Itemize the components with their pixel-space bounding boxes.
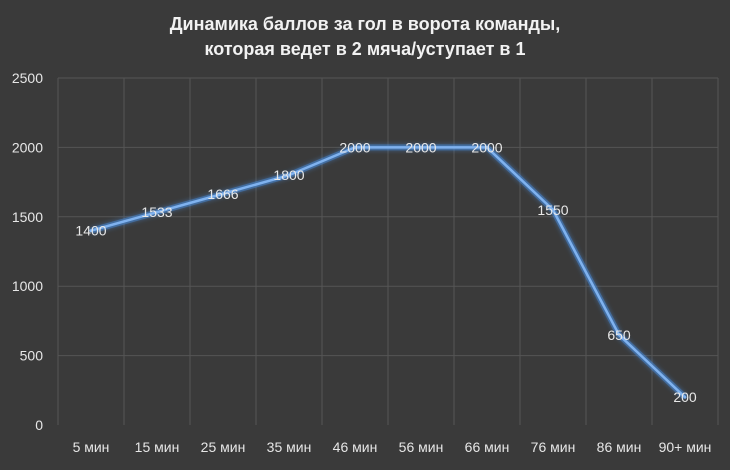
chart-title-line-1: Динамика баллов за гол в ворота команды,: [170, 14, 561, 34]
x-tick-label: 15 мин: [135, 439, 180, 455]
data-label: 2000: [471, 139, 502, 155]
x-tick-label: 35 мин: [267, 439, 312, 455]
data-label: 2000: [405, 139, 436, 155]
y-tick-label: 1500: [12, 209, 43, 225]
data-label: 1666: [207, 186, 238, 202]
x-tick-label: 66 мин: [465, 439, 510, 455]
data-point: [221, 192, 225, 196]
data-label: 1550: [537, 202, 568, 218]
data-point: [683, 395, 687, 399]
x-tick-label: 56 мин: [399, 439, 444, 455]
data-label: 2000: [339, 139, 370, 155]
x-tick-label: 90+ мин: [659, 439, 712, 455]
y-tick-label: 2500: [12, 70, 43, 86]
data-point: [353, 145, 357, 149]
data-point: [551, 208, 555, 212]
x-tick-label: 86 мин: [597, 439, 642, 455]
data-point: [89, 229, 93, 233]
chart-title-line-2: которая ведет в 2 мяча/уступает в 1: [204, 39, 525, 59]
y-tick-label: 1000: [12, 278, 43, 294]
data-label: 650: [607, 327, 631, 343]
x-tick-label: 46 мин: [333, 439, 378, 455]
data-point: [485, 145, 489, 149]
data-point: [155, 210, 159, 214]
data-label: 200: [673, 389, 697, 405]
series-line: [90, 146, 686, 399]
data-label: 1800: [273, 167, 304, 183]
y-tick-label: 500: [20, 348, 44, 364]
x-tick-label: 5 мин: [73, 439, 110, 455]
x-tick-label: 76 мин: [531, 439, 576, 455]
x-tick-label: 25 мин: [201, 439, 246, 455]
y-tick-label: 0: [35, 417, 43, 433]
data-point: [617, 333, 621, 337]
y-tick-label: 2000: [12, 139, 43, 155]
data-label: 1400: [75, 223, 106, 239]
data-label: 1533: [141, 204, 172, 220]
data-point: [287, 173, 291, 177]
data-point: [419, 145, 423, 149]
